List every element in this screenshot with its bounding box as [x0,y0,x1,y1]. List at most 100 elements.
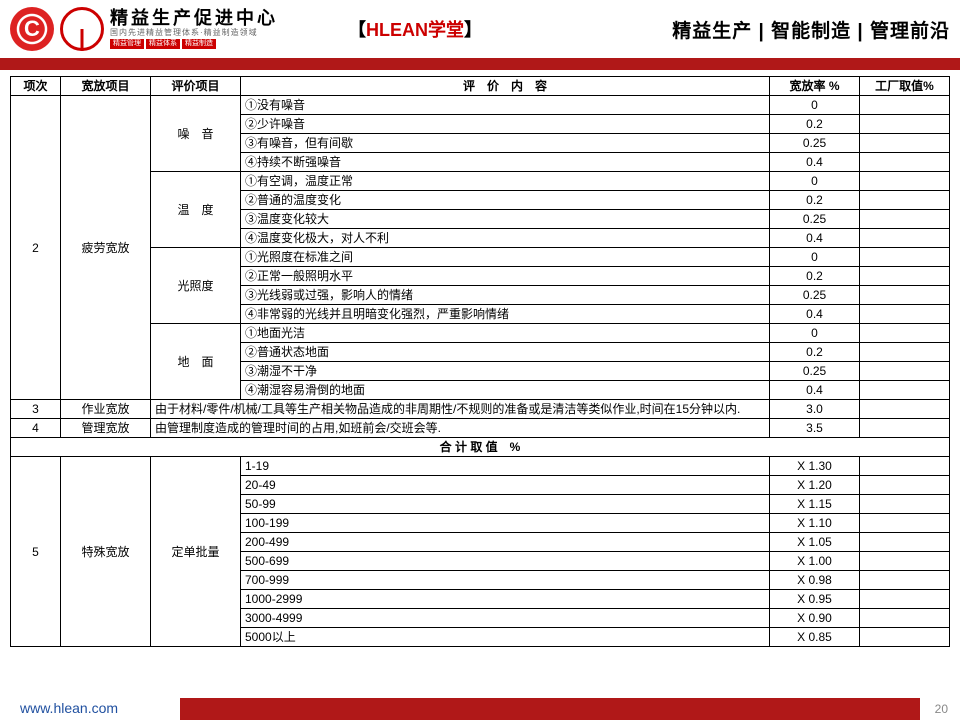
logo-c-icon [10,7,54,51]
cell-content: ③光线弱或过强，影响人的情绪 [241,286,770,305]
cell-content: ②正常一般照明水平 [241,267,770,286]
cell-empty [860,419,950,438]
cell-empty [860,229,950,248]
row-3: 3 作业宽放 由于材料/零件/机械/工具等生产相关物品造成的非周期性/不规则的准… [11,400,950,419]
cell-content: ④持续不断强噪音 [241,153,770,172]
cell-content: ④非常弱的光线并且明暗变化强烈，严重影响情绪 [241,305,770,324]
cell-range: 200-499 [241,533,770,552]
title-center: 【HLEAN学堂】 [348,16,482,42]
cell-content: ③有噪音，但有间歇 [241,134,770,153]
cell-rate: 0 [770,96,860,115]
cell-empty [860,96,950,115]
cell-factor: X 1.10 [770,514,860,533]
cell-group: 噪 音 [151,96,241,172]
cell-rate: 0.25 [770,210,860,229]
cell-factor: X 1.30 [770,457,860,476]
cell-rate: 3.0 [770,400,860,419]
logo-block: 精益生产促进中心 国内先进精益管理体系·精益制造领域 精益管理 精益体系 精益制… [10,7,278,51]
cell-factor: X 0.90 [770,609,860,628]
cell-empty [860,115,950,134]
cell-empty [860,590,950,609]
page-header: 精益生产促进中心 国内先进精益管理体系·精益制造领域 精益管理 精益体系 精益制… [0,0,960,58]
cell-num: 3 [11,400,61,419]
footer-url: www.hlean.com [20,700,118,716]
table-row: 地 面①地面光洁0 [11,324,950,343]
cell-name: 管理宽放 [61,419,151,438]
cell-empty [860,457,950,476]
cell-content: ①地面光洁 [241,324,770,343]
allowance-table: 项次 宽放项目 评价项目 评 价 内 容 宽放率 % 工厂取值% 2疲劳宽放噪 … [10,76,950,647]
logo-ring-icon [60,7,104,51]
footer-bar [180,698,920,720]
header-row: 项次 宽放项目 评价项目 评 价 内 容 宽放率 % 工厂取值% [11,77,950,96]
row-4: 4 管理宽放 由管理制度造成的管理时间的占用,如班前会/交班会等. 3.5 [11,419,950,438]
cell-rate: 0 [770,324,860,343]
cell-group: 地 面 [151,324,241,400]
cell-rate: 3.5 [770,419,860,438]
cell-empty [860,400,950,419]
cell-num: 5 [11,457,61,647]
cell-range: 3000-4999 [241,609,770,628]
brand: HLEAN [366,20,428,40]
cell-name: 特殊宽放 [61,457,151,647]
cell-empty [860,324,950,343]
cell-range: 500-699 [241,552,770,571]
logo-tag: 精益制造 [182,39,216,49]
cell-range: 1-19 [241,457,770,476]
cell-content: ①有空调，温度正常 [241,172,770,191]
cell-empty [860,514,950,533]
cell-rate: 0 [770,248,860,267]
red-divider [0,58,960,70]
cell-factor: X 0.98 [770,571,860,590]
cell-range: 700-999 [241,571,770,590]
cell-factor: X 1.20 [770,476,860,495]
cell-empty [860,172,950,191]
table-container: 项次 宽放项目 评价项目 评 价 内 容 宽放率 % 工厂取值% 2疲劳宽放噪 … [0,70,960,647]
cell-empty [860,381,950,400]
cell-empty [860,343,950,362]
cell-desc: 由管理制度造成的管理时间的占用,如班前会/交班会等. [151,419,770,438]
cell-empty [860,552,950,571]
cell-empty [860,153,950,172]
table-row: 5特殊宽放定单批量1-19X 1.30 [11,457,950,476]
logo-tags: 精益管理 精益体系 精益制造 [110,39,278,49]
cell-name: 作业宽放 [61,400,151,419]
cell-empty [860,495,950,514]
cell-desc: 由于材料/零件/机械/工具等生产相关物品造成的非周期性/不规则的准备或是清洁等类… [151,400,770,419]
page-number: 20 [935,702,948,716]
table-row: 光照度①光照度在标准之间0 [11,248,950,267]
table-row: 2疲劳宽放噪 音①没有噪音0 [11,96,950,115]
cell-group: 光照度 [151,248,241,324]
cell-empty [860,134,950,153]
cell-empty [860,286,950,305]
cell-rate: 0.4 [770,381,860,400]
cell-content: ④温度变化极大，对人不利 [241,229,770,248]
bracket: 】 [464,20,482,40]
cell-group: 温 度 [151,172,241,248]
logo-text: 精益生产促进中心 国内先进精益管理体系·精益制造领域 精益管理 精益体系 精益制… [110,9,278,49]
sum-label: 合 计 取 值 % [11,438,950,457]
cell-num: 4 [11,419,61,438]
cell-content: ①没有噪音 [241,96,770,115]
cell-empty [860,267,950,286]
cell-range: 5000以上 [241,628,770,647]
cell-rate: 0.4 [770,305,860,324]
cell-content: ③潮湿不干净 [241,362,770,381]
col-factory: 工厂取值% [860,77,950,96]
cell-empty [860,476,950,495]
cell-num: 2 [11,96,61,400]
cell-factor: X 1.00 [770,552,860,571]
cell-empty [860,191,950,210]
cell-rate: 0.4 [770,153,860,172]
col-rate: 宽放率 % [770,77,860,96]
cell-rate: 0 [770,172,860,191]
logo-sub: 国内先进精益管理体系·精益制造领域 [110,29,278,38]
cell-content: ①光照度在标准之间 [241,248,770,267]
cell-empty [860,248,950,267]
col-project: 宽放项目 [61,77,151,96]
cell-content: ②普通的温度变化 [241,191,770,210]
cell-range: 50-99 [241,495,770,514]
cell-rate: 0.2 [770,191,860,210]
cell-empty [860,628,950,647]
col-eval: 评价项目 [151,77,241,96]
